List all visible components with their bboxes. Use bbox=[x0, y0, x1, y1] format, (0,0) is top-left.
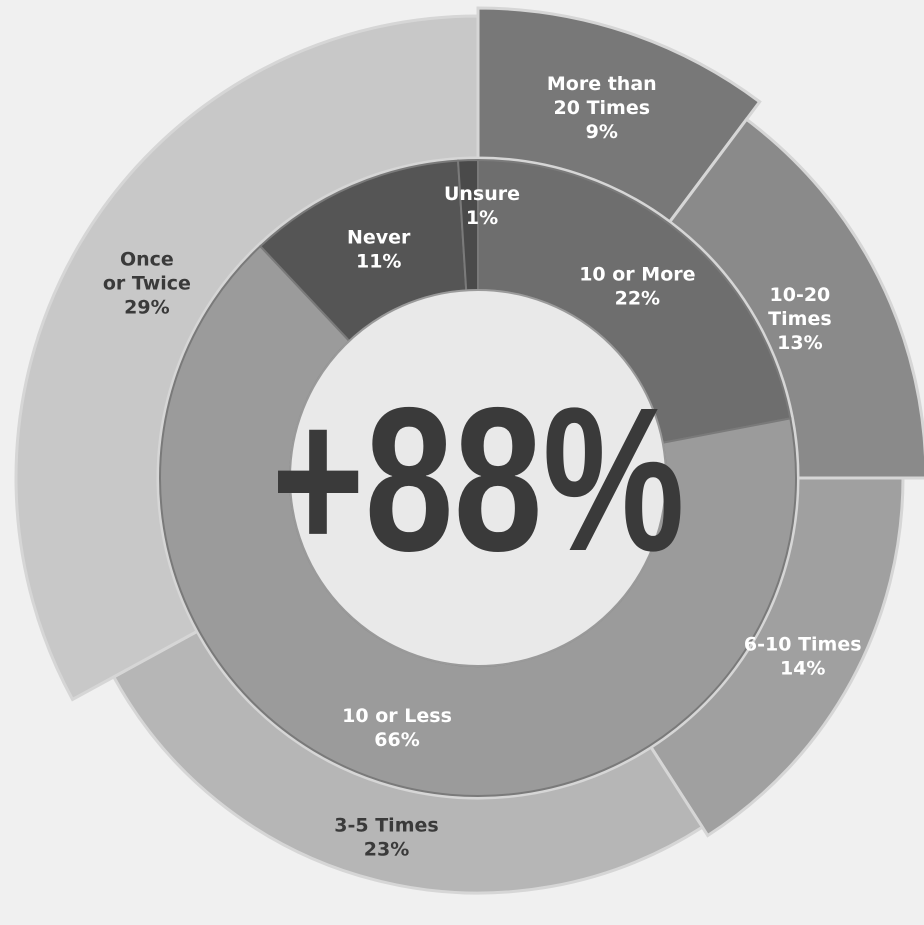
outer-label-3-5-times-line: 3-5 Times bbox=[334, 815, 438, 837]
outer-label-once-or-twice: Once or Twice 29% bbox=[103, 249, 191, 319]
outer-label-3-5-times-line: 23% bbox=[364, 839, 409, 861]
outer-label-once-or-twice-line: Once bbox=[120, 249, 174, 271]
outer-label-more-than-20-times-line: 20 Times bbox=[554, 97, 651, 119]
outer-label-more-than-20-times-line: 9% bbox=[586, 121, 618, 143]
outer-label-once-or-twice-line: or Twice bbox=[103, 273, 191, 295]
inner-label-never-line: Never bbox=[347, 227, 411, 249]
outer-slice-10-20-times bbox=[667, 117, 924, 480]
inner-label-10-or-less-line: 10 or Less bbox=[342, 705, 452, 727]
inner-label-10-or-more-line: 10 or More bbox=[579, 263, 695, 285]
inner-label-never: Never 11% bbox=[347, 227, 411, 273]
outer-slice-6-10-times bbox=[648, 476, 905, 838]
outer-label-3-5-times: 3-5 Times 23% bbox=[334, 815, 438, 861]
inner-label-10-or-less-line: 66% bbox=[374, 729, 419, 751]
center-disc bbox=[289, 289, 667, 667]
inner-label-10-or-more-line: 22% bbox=[615, 287, 660, 309]
inner-label-10-or-less: 10 or Less 66% bbox=[342, 705, 452, 751]
outer-slice-3-5-times bbox=[111, 629, 705, 895]
outer-label-10-20-times-line: 10-20 bbox=[770, 284, 831, 306]
outer-label-6-10-times-line: 14% bbox=[780, 657, 825, 679]
outer-label-10-20-times-line: 13% bbox=[777, 332, 822, 354]
outer-ring bbox=[14, 6, 924, 895]
inner-label-unsure-line: Unsure bbox=[444, 183, 520, 205]
outer-label-6-10-times: 6-10 Times 14% bbox=[744, 633, 862, 679]
inner-label-unsure-line: 1% bbox=[466, 207, 498, 229]
outer-label-10-20-times-line: Times bbox=[768, 308, 831, 330]
center-label: +88% bbox=[271, 365, 684, 594]
outer-label-once-or-twice-line: 29% bbox=[124, 297, 169, 319]
outer-label-6-10-times-line: 6-10 Times bbox=[744, 633, 862, 655]
outer-slice-once-or-twice bbox=[14, 14, 480, 702]
inner-label-unsure: Unsure 1% bbox=[444, 183, 520, 229]
outer-label-10-20-times: 10-20 Times 13% bbox=[768, 284, 831, 354]
inner-label-10-or-more: 10 or More 22% bbox=[579, 263, 695, 309]
outer-label-more-than-20-times: More than 20 Times 9% bbox=[547, 73, 657, 143]
labels: More than 20 Times 9% 10-20 Times 13% 6-10 Tim… bbox=[103, 73, 862, 860]
inner-label-never-line: 11% bbox=[356, 251, 401, 273]
outer-label-more-than-20-times-line: More than bbox=[547, 73, 657, 95]
outer-slice-more-than-20-times bbox=[476, 6, 762, 224]
